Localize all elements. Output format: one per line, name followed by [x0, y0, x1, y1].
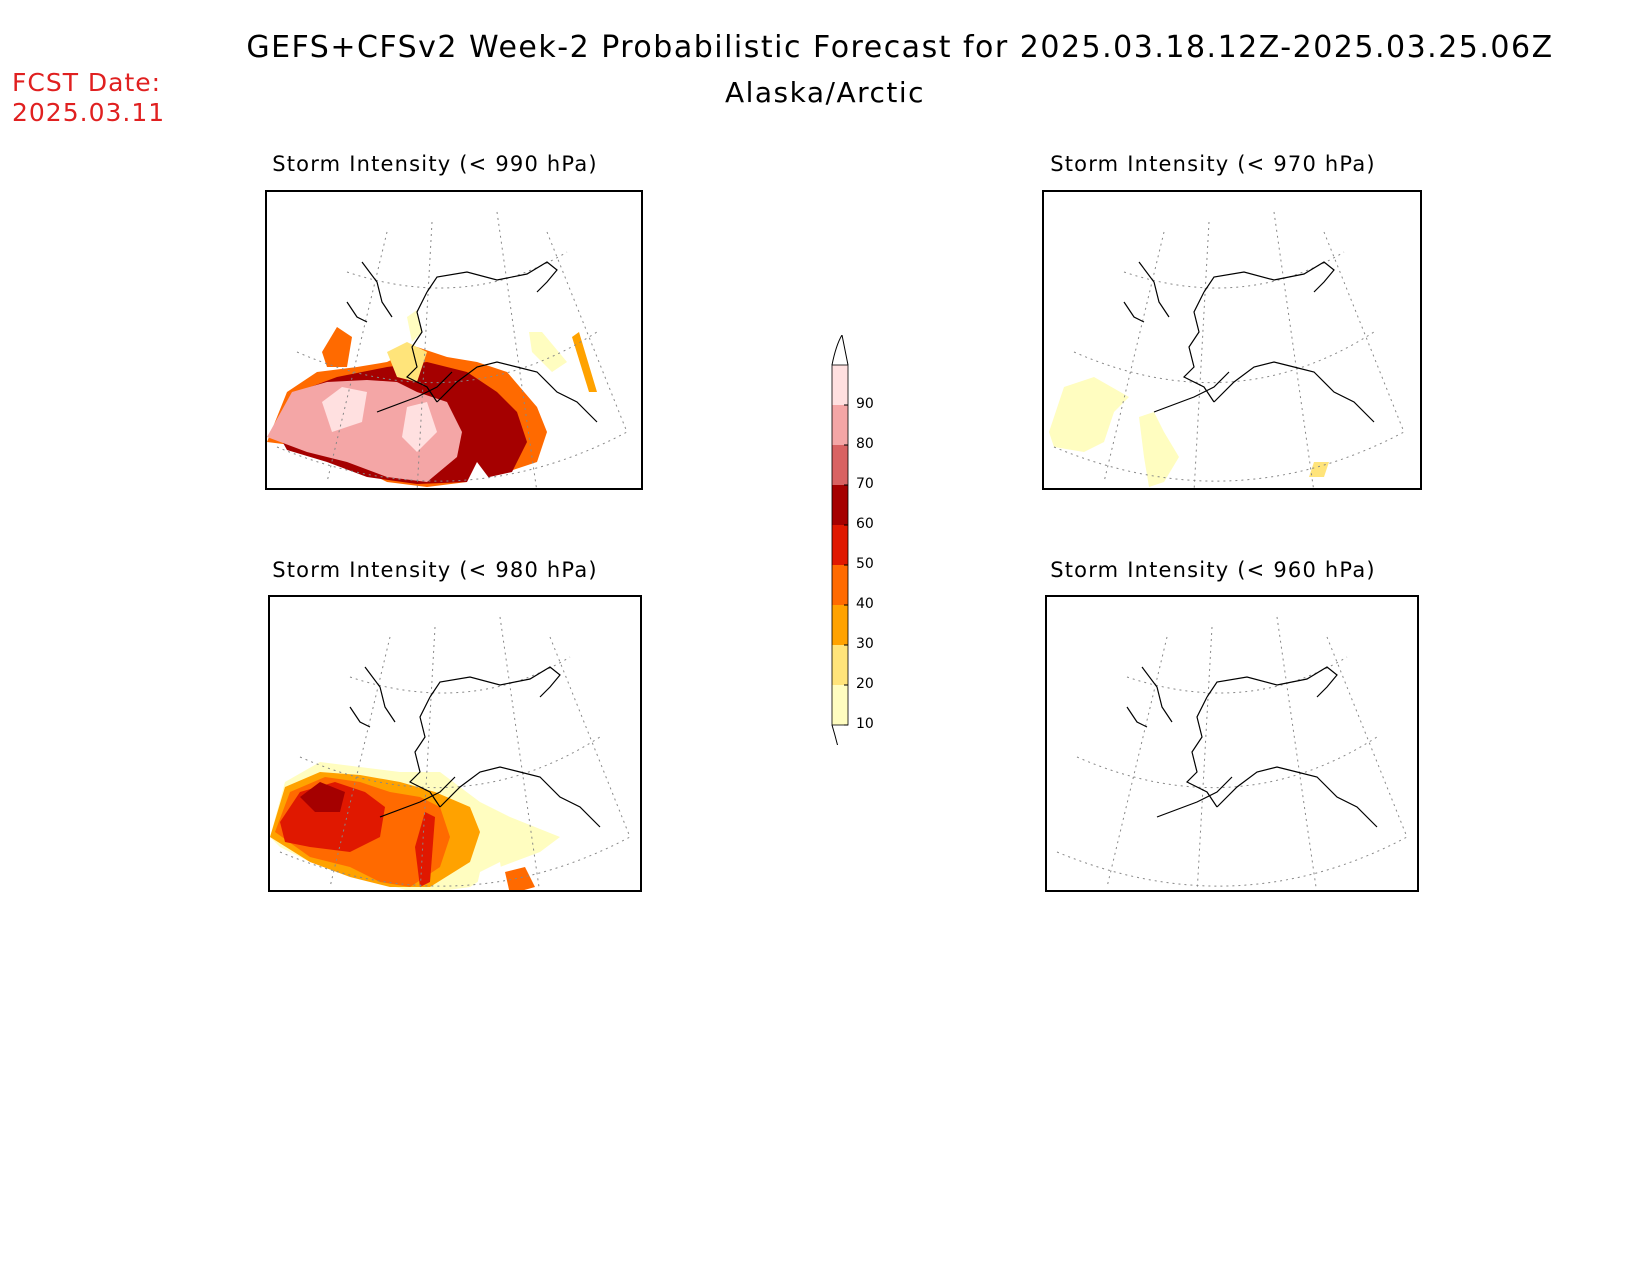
- coastline-960: [1126, 666, 1378, 828]
- legend-swatch-6: [832, 445, 848, 485]
- legend-swatch-7: [832, 405, 848, 445]
- panel-title-960: Storm Intensity (< 960 hPa): [1050, 558, 1376, 582]
- coastline-980: [349, 666, 601, 828]
- coastline-970: [1123, 261, 1375, 423]
- probability-fill-970: [1049, 377, 1329, 487]
- graticule-970: [1053, 211, 1405, 488]
- map-panel-960: [1045, 595, 1419, 892]
- panel-title-980: Storm Intensity (< 980 hPa): [272, 558, 598, 582]
- legend-swatch-3: [832, 565, 848, 605]
- map-panel-990: [265, 190, 643, 490]
- forecast-date-label: FCST Date:: [12, 68, 162, 97]
- panel-title-970: Storm Intensity (< 970 hPa): [1050, 152, 1376, 176]
- legend-colorbar: [831, 333, 849, 766]
- legend-label-50: 50: [856, 556, 874, 572]
- panel-title-990: Storm Intensity (< 990 hPa): [272, 152, 598, 176]
- probability-fill-990: [267, 310, 597, 487]
- legend-label-20: 20: [856, 676, 874, 692]
- legend-cap-top: [831, 333, 849, 366]
- graticule-960: [1056, 616, 1408, 890]
- legend-label-80: 80: [856, 436, 874, 452]
- forecast-date-value: 2025.03.11: [12, 98, 166, 127]
- probability-fill-980: [270, 762, 560, 890]
- legend-label-10: 10: [856, 716, 874, 732]
- coastline-990: [346, 261, 598, 423]
- color-legend: 10 20 30 40 50 60 70 80 90: [820, 333, 880, 766]
- legend-label-60: 60: [856, 516, 874, 532]
- forecast-date-block: FCST Date: 2025.03.11: [12, 68, 165, 128]
- legend-swatch-5: [832, 485, 848, 525]
- legend-swatch-2: [832, 605, 848, 645]
- legend-label-70: 70: [856, 476, 874, 492]
- legend-swatch-1: [832, 645, 848, 685]
- region-subtitle: Alaska/Arctic: [724, 76, 926, 109]
- legend-label-30: 30: [856, 636, 874, 652]
- legend-label-90: 90: [856, 396, 874, 412]
- legend-outline: [831, 364, 849, 726]
- legend-label-40: 40: [856, 596, 874, 612]
- legend-swatch-4: [832, 525, 848, 565]
- map-panel-970: [1042, 190, 1422, 490]
- legend-swatch-8: [832, 365, 848, 405]
- legend-swatch-0: [832, 685, 848, 725]
- main-title: GEFS+CFSv2 Week-2 Probabilistic Forecast…: [246, 30, 1554, 65]
- map-panel-980: [268, 595, 642, 892]
- legend-cap-bottom: [831, 724, 843, 766]
